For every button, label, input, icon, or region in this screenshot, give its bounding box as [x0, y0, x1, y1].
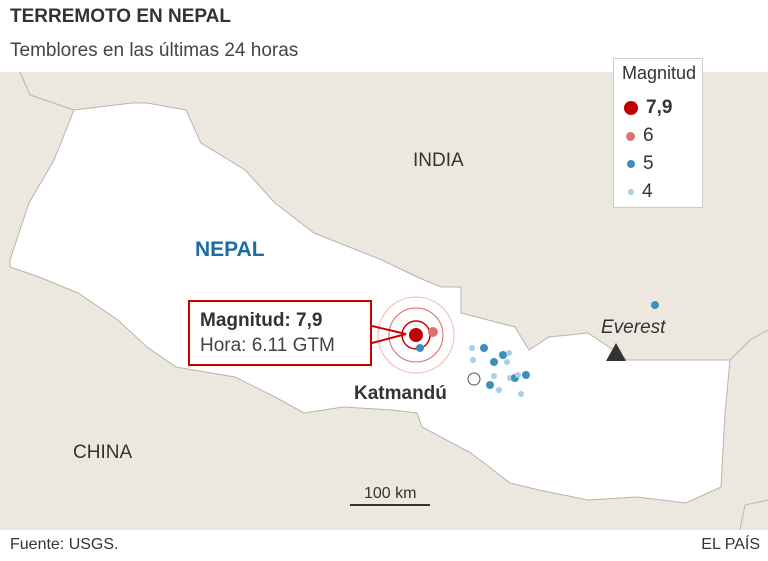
dot-icon — [628, 189, 634, 195]
earthquake-dot — [470, 357, 476, 363]
earthquake-dot — [490, 358, 498, 366]
border-line — [739, 499, 768, 530]
label-everest: Everest — [601, 317, 666, 338]
earthquake-dot — [486, 381, 494, 389]
epicenter-callout: Magnitud: 7,9 Hora: 6.11 GTM — [188, 300, 372, 366]
scale-label: 100 km — [364, 485, 417, 502]
label-china: CHINA — [73, 442, 133, 463]
border-line — [19, 72, 75, 111]
earthquake-dot — [428, 327, 438, 337]
legend-title: Magnitud — [622, 63, 697, 83]
dot-icon — [627, 160, 635, 168]
label-nepal: NEPAL — [195, 238, 265, 261]
callout-time: Hora: 6.11 GTM — [200, 335, 335, 356]
legend-item: 4 — [624, 181, 653, 203]
legend-item: 5 — [624, 153, 654, 175]
legend-item: 6 — [624, 125, 654, 147]
callout-magnitude: Magnitud: 7,9 — [200, 310, 323, 331]
legend: Magnitud 7,9 6 5 4 — [613, 58, 703, 208]
earthquake-dot — [409, 328, 423, 342]
earthquake-dot — [416, 344, 424, 352]
katmandu-marker — [467, 372, 481, 386]
earthquake-dot — [480, 344, 488, 352]
earthquake-dot — [506, 350, 512, 356]
earthquake-dot — [522, 371, 530, 379]
earthquake-dot — [515, 372, 521, 378]
legend-item: 7,9 — [624, 97, 672, 119]
border-line — [729, 329, 768, 361]
earthquake-dot — [491, 373, 497, 379]
brand-credit: EL PAÍS — [701, 536, 760, 553]
source-note: Fuente: USGS. — [10, 536, 119, 553]
earthquake-dot — [496, 387, 502, 393]
dot-icon — [624, 101, 638, 115]
label-katmandu: Katmandú — [354, 383, 447, 404]
earthquake-dot — [499, 351, 507, 359]
callout-leader — [371, 325, 407, 344]
map-title: TERREMOTO EN NEPAL — [10, 6, 231, 27]
earthquake-dot — [504, 359, 510, 365]
earthquake-dot — [469, 345, 475, 351]
dot-icon — [626, 131, 635, 141]
earthquake-dot — [651, 301, 659, 309]
earthquake-dot — [518, 391, 524, 397]
everest-triangle-icon — [606, 343, 626, 361]
map-subtitle: Temblores en las últimas 24 horas — [10, 40, 299, 61]
label-india: INDIA — [413, 150, 464, 171]
